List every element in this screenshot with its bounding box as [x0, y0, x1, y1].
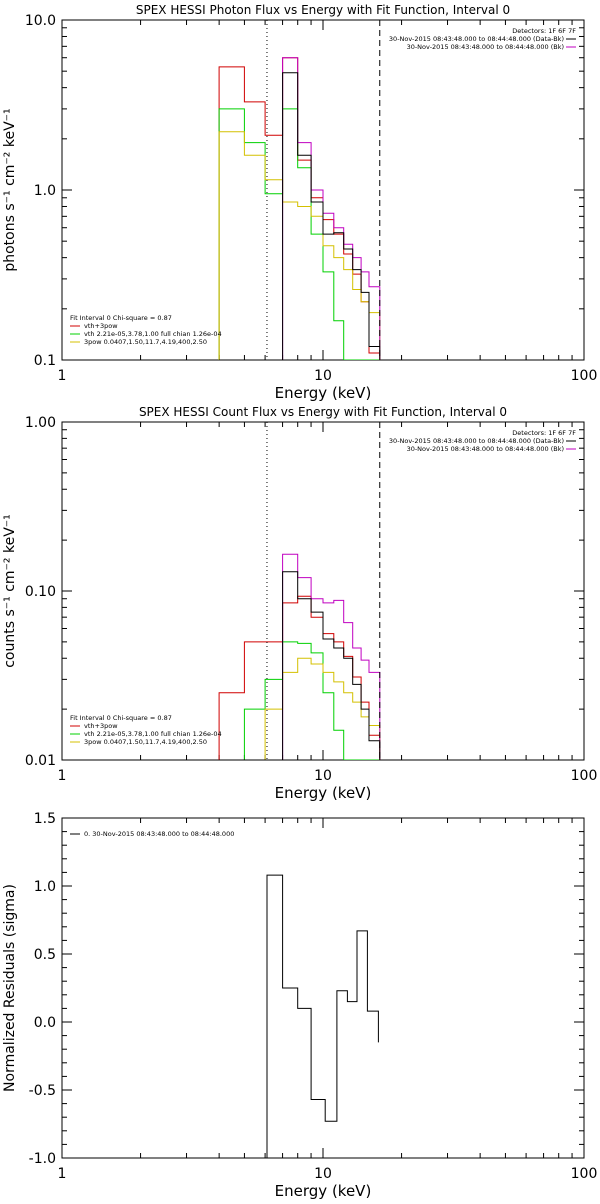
- chart-title: SPEX HESSI Count Flux vs Energy with Fit…: [139, 405, 507, 419]
- y-axis-label: Normalized Residuals (sigma): [2, 884, 18, 1092]
- series-line-1: [218, 595, 381, 760]
- y-tick-label: 1.0: [34, 879, 56, 895]
- x-tick-label: 100: [571, 368, 598, 384]
- chart-panel-3: 1 10 100 Energy (keV) -1.0 -0.5 0.0 0.5 1.0 1.5 No…: [2, 811, 597, 1200]
- legend-entry-label: 30-Nov-2015 08:43:48.000 to 08:44:48.000…: [389, 437, 564, 445]
- x-tick-label: 100: [571, 768, 598, 784]
- y-axis-label: counts s⁻¹ cm⁻² keV⁻¹: [2, 514, 18, 668]
- fit-legend-label: vth+3pow: [84, 322, 118, 330]
- fit-legend-header: Fit Interval 0 Chi-square = 0.87: [70, 314, 172, 322]
- y-tick-label: 0.10: [25, 584, 56, 600]
- series-line-5: [219, 571, 381, 760]
- series-line-3: [219, 657, 381, 760]
- x-axis-label: Energy (keV): [275, 384, 372, 402]
- y-tick-label: 0.1: [34, 353, 56, 369]
- chart-panel-2: SPEX HESSI Count Flux vs Energy with Fit…: [2, 405, 597, 802]
- fit-legend-label: vth 2.21e-05,3.78,1.00 full chian 1.26e-…: [84, 730, 222, 738]
- y-tick-label: 0.01: [25, 753, 56, 769]
- series-line-2: [219, 641, 380, 760]
- series-line-2: [218, 108, 380, 360]
- y-tick-label: -1.0: [29, 1151, 56, 1167]
- legend-entry-label: 30-Nov-2015 08:43:48.000 to 08:44:48.000…: [407, 445, 564, 453]
- x-tick-label: 100: [571, 1166, 598, 1182]
- y-tick-label: 0.5: [34, 947, 56, 963]
- x-tick-label: 1: [58, 768, 67, 784]
- series-line-1: [266, 874, 379, 1158]
- fit-legend-header: Fit Interval 0 Chi-square = 0.87: [70, 714, 172, 722]
- chart-panel-1: SPEX HESSI Photon Flux vs Energy with Fi…: [2, 3, 597, 402]
- plot-area: [218, 553, 381, 760]
- chart-title: SPEX HESSI Photon Flux vs Energy with Fi…: [136, 3, 510, 17]
- series-line-3: [218, 131, 381, 360]
- x-tick-label: 1: [58, 368, 67, 384]
- x-tick-label: 10: [314, 1166, 332, 1182]
- y-tick-label: 0.0: [34, 1015, 56, 1031]
- fit-legend-label: vth+3pow: [84, 722, 118, 730]
- plot-frame: [61, 817, 585, 1159]
- series-line-5: [219, 72, 381, 360]
- y-tick-label: 1.5: [34, 811, 56, 827]
- y-axis-label: photons s⁻¹ cm⁻² keV⁻¹: [2, 108, 18, 271]
- y-tick-label: 10.0: [25, 13, 56, 29]
- x-axis-label: Energy (keV): [275, 1182, 372, 1200]
- plot-area: [218, 57, 381, 360]
- legend-header: Detectors: 1F 6F 7F: [512, 27, 576, 35]
- x-axis-label: Energy (keV): [275, 784, 372, 802]
- plot-area: [266, 874, 379, 1158]
- legend-entry-label: 30-Nov-2015 08:43:48.000 to 08:44:48.000…: [389, 35, 564, 43]
- series-line-1: [218, 57, 381, 360]
- fit-legend-label: 0. 30-Nov-2015 08:43:48.000 to 08:44:48.…: [84, 830, 234, 838]
- y-tick-label: 1.0: [34, 183, 56, 199]
- fit-legend-label: 3pow 0.0407,1.50,11.7,4.19,400,2.50: [84, 338, 207, 346]
- x-tick-label: 10: [314, 768, 332, 784]
- y-tick-label: 1.00: [25, 415, 56, 431]
- x-tick-label: 1: [58, 1166, 67, 1182]
- fit-legend-label: vth 2.21e-05,3.78,1.00 full chian 1.26e-…: [84, 330, 222, 338]
- plot-frame: [61, 421, 585, 761]
- legend-entry-label: 30-Nov-2015 08:43:48.000 to 08:44:48.000…: [407, 43, 564, 51]
- fit-legend-label: 3pow 0.0407,1.50,11.7,4.19,400,2.50: [84, 738, 207, 746]
- legend-header: Detectors: 1F 6F 7F: [512, 429, 576, 437]
- y-tick-label: -0.5: [29, 1083, 56, 1099]
- series-line-4: [219, 57, 381, 360]
- series-line-4: [219, 553, 381, 760]
- x-tick-label: 10: [314, 368, 332, 384]
